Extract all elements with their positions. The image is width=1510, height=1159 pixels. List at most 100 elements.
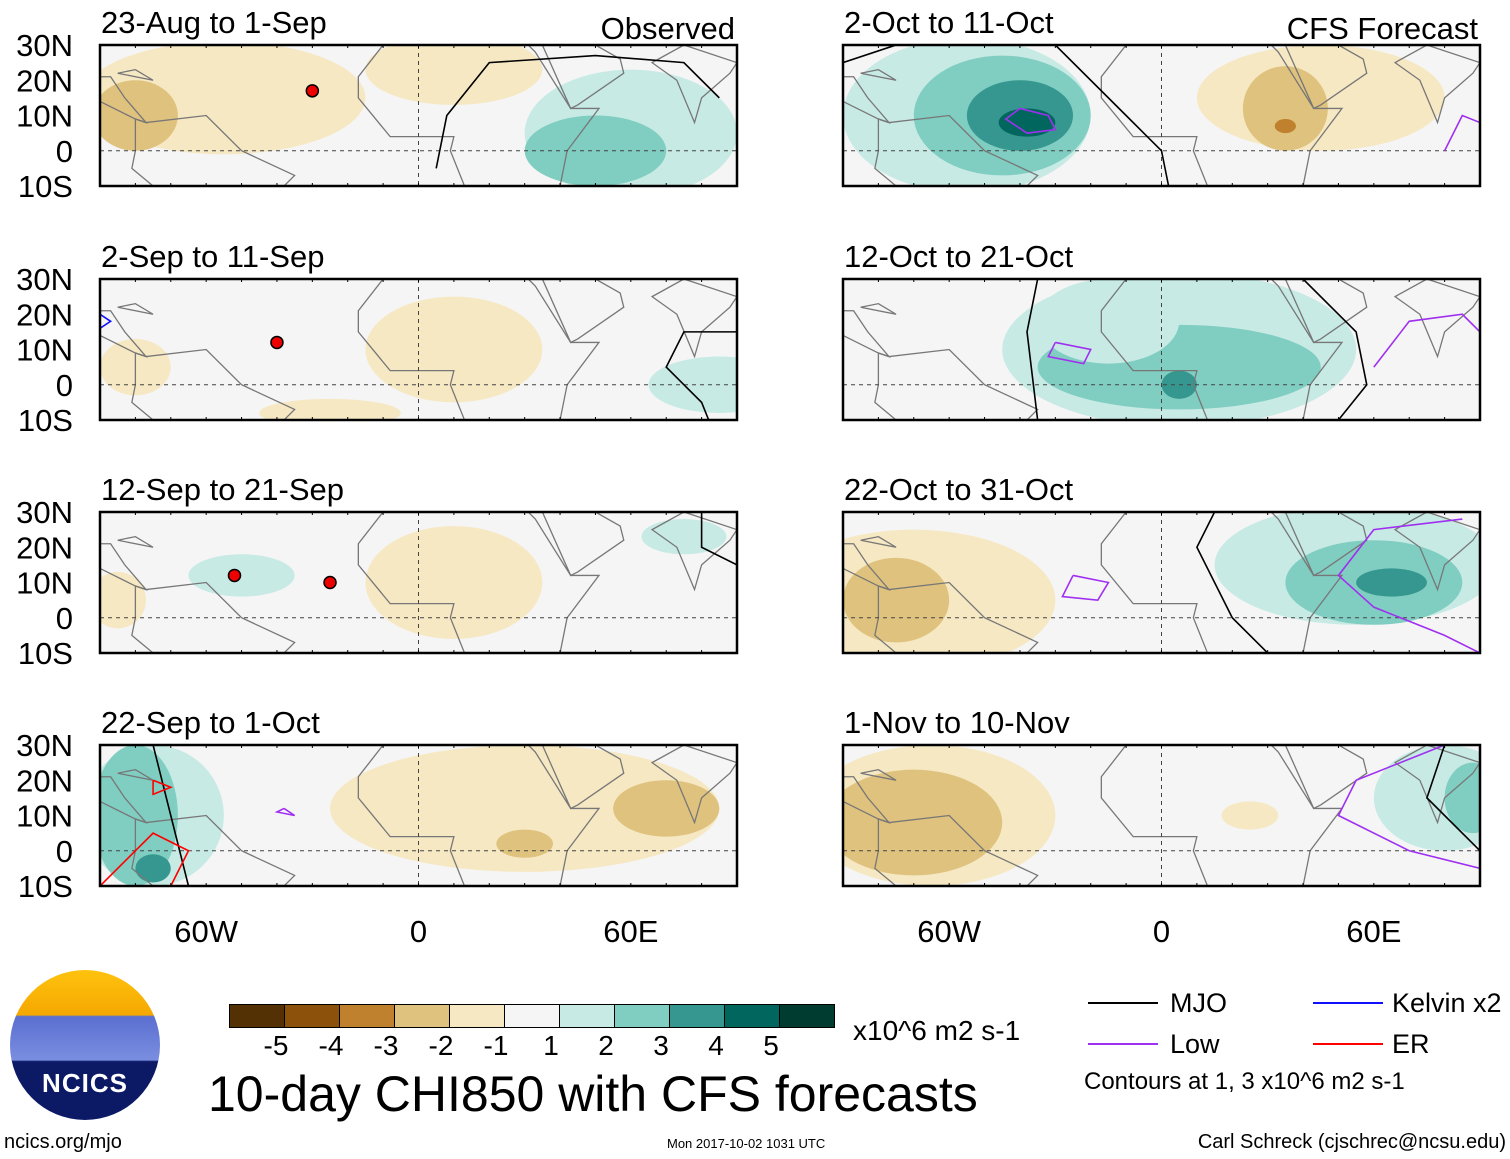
coastline xyxy=(1284,512,1368,577)
coastline xyxy=(860,768,897,781)
colorbar-tick-label: 5 xyxy=(763,1030,779,1061)
contour-mjo xyxy=(665,331,737,420)
tropical-cyclone-icon xyxy=(227,568,242,583)
contour-low xyxy=(1443,114,1480,152)
colorbar-swatch xyxy=(340,1005,395,1027)
contour-mjo xyxy=(1054,45,1170,186)
lat-tick-label: 20N xyxy=(16,763,73,798)
lat-tick-label: 10S xyxy=(18,403,73,438)
legend-line-kelvin xyxy=(1313,1002,1383,1004)
colorbar-tick-label: -2 xyxy=(428,1030,454,1061)
anomaly-region xyxy=(1373,745,1480,851)
anomaly-region xyxy=(641,519,727,555)
coastline xyxy=(100,776,149,824)
legend-line-mjo xyxy=(1088,1002,1158,1004)
lat-tick-label: 10N xyxy=(16,99,73,134)
coastline xyxy=(860,535,897,548)
coastline xyxy=(1393,279,1480,359)
lat-tick-label: 10N xyxy=(16,333,73,368)
legend-label-low: Low xyxy=(1170,1029,1220,1059)
coastline xyxy=(1284,279,1368,344)
legend-note: Contours at 1, 3 x10^6 m2 s-1 xyxy=(1084,1068,1405,1095)
legend-label-kelvin: Kelvin x2 xyxy=(1392,988,1502,1018)
anomaly-region xyxy=(259,398,401,420)
tropical-cyclone-icon xyxy=(270,335,284,350)
colorbar xyxy=(229,1004,835,1028)
coastline xyxy=(860,302,897,315)
coastline xyxy=(357,45,601,186)
coastline xyxy=(357,512,601,653)
coastline xyxy=(843,76,892,124)
coastline xyxy=(874,814,1039,886)
footer-timestamp: Mon 2017-10-02 1031 UTC xyxy=(667,1136,826,1151)
colorbar-tick-label: 1 xyxy=(543,1030,559,1061)
lat-tick-label: 0 xyxy=(56,834,73,869)
legend-label-mjo: MJO xyxy=(1170,988,1227,1018)
coastline xyxy=(100,310,149,358)
legend-label-er: ER xyxy=(1392,1029,1430,1059)
tropical-cyclone-icon xyxy=(323,575,337,590)
coastline xyxy=(1284,45,1368,110)
coastline xyxy=(131,114,296,186)
logo-text: NCICS xyxy=(42,1068,128,1098)
contour-kelvin xyxy=(100,313,113,330)
colorbar-tick-label: 2 xyxy=(598,1030,614,1061)
coastline xyxy=(541,279,625,344)
footer-author: Carl Schreck (cjschrec@ncsu.edu) xyxy=(1197,1131,1506,1153)
legend-line-low xyxy=(1088,1043,1158,1045)
panel-title: 12-Oct to 21-Oct xyxy=(844,239,1074,274)
coastline xyxy=(131,348,296,420)
panel-header: CFS Forecast xyxy=(1287,11,1479,46)
anomaly-region xyxy=(365,45,543,105)
lat-tick-label: 20N xyxy=(16,530,73,565)
lat-tick-label: 30N xyxy=(16,262,73,297)
contour-er xyxy=(100,832,190,886)
colorbar-tick-label: -4 xyxy=(318,1030,344,1061)
lat-tick-label: 20N xyxy=(16,63,73,98)
colorbar-swatch xyxy=(230,1005,285,1027)
contour-low xyxy=(1061,574,1110,601)
colorbar-swatch xyxy=(285,1005,340,1027)
coastline xyxy=(1100,279,1344,420)
anomaly-region xyxy=(843,769,1003,876)
anomaly-region xyxy=(365,526,543,639)
anomaly-region xyxy=(135,854,171,883)
tropical-cyclone-icon xyxy=(305,84,320,98)
map-panel: 2-Oct to 11-Oct CFS Forecast xyxy=(841,5,1482,188)
lat-tick-label: 0 xyxy=(56,601,73,636)
lat-tick-label: 30N xyxy=(16,28,73,63)
contour-low xyxy=(1004,107,1057,134)
contour-mjo xyxy=(1302,279,1368,420)
coastline xyxy=(843,776,892,824)
coastline xyxy=(117,535,154,548)
lat-tick-label: 10N xyxy=(16,566,73,601)
coastline xyxy=(117,768,154,781)
logo: NCICS xyxy=(10,970,160,1120)
map-panel: 12-Oct to 21-Oct xyxy=(841,239,1482,422)
panel-title: 2-Oct to 11-Oct xyxy=(844,5,1054,40)
panel-title: 2-Sep to 11-Sep xyxy=(101,239,324,274)
map-panel: 1-Nov to 10-Nov xyxy=(841,705,1482,888)
colorbar-swatch xyxy=(615,1005,670,1027)
coastline xyxy=(100,76,149,124)
colorbar-swatch xyxy=(780,1005,834,1027)
contour-low xyxy=(1373,313,1480,368)
panel-header: Observed xyxy=(601,11,735,46)
figure-title: 10-day CHI850 with CFS forecasts xyxy=(208,1066,978,1122)
map-panel: 22-Oct to 31-Oct xyxy=(841,472,1482,655)
lon-tick-label: 60W xyxy=(174,914,238,949)
chi850-figure: 23-Aug to 1-Sep Observed30N20N10N010S2-Oc… xyxy=(16,5,1482,949)
lon-tick-label: 60E xyxy=(1346,914,1401,949)
colorbar-units: x10^6 m2 s-1 xyxy=(853,1015,1021,1046)
anomaly-region xyxy=(1274,119,1296,134)
contour-mjo xyxy=(1026,279,1039,420)
lat-tick-label: 10S xyxy=(18,169,73,204)
contour-mjo xyxy=(1195,512,1269,653)
coastline xyxy=(1100,512,1344,653)
contour-er xyxy=(152,779,173,796)
coastline xyxy=(541,512,625,577)
contour-low xyxy=(274,807,296,817)
panel-title: 12-Sep to 21-Sep xyxy=(101,472,344,507)
anomaly-region xyxy=(843,557,950,643)
